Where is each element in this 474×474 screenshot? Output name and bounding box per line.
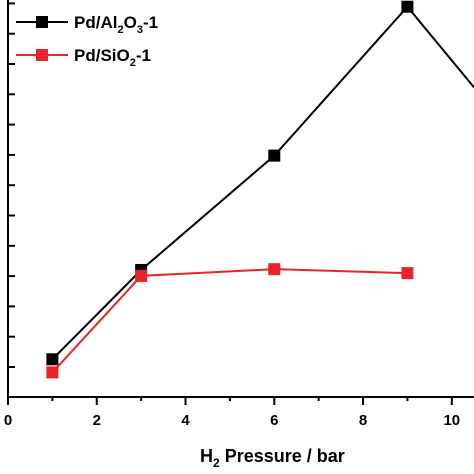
x-axis-label-rest: Pressure / bar bbox=[220, 446, 345, 466]
x-tick-label: 10 bbox=[443, 412, 460, 429]
x-tick-label: 0 bbox=[4, 412, 12, 429]
x-tick-label: 8 bbox=[359, 412, 367, 429]
series-line-1 bbox=[51, 268, 408, 374]
series-1-point bbox=[46, 366, 59, 379]
y-axis-ticks bbox=[8, 2, 15, 368]
series-0-point bbox=[401, 0, 414, 13]
x-axis-label: H2 Pressure / bar bbox=[200, 446, 345, 470]
series-1-point bbox=[268, 263, 281, 276]
legend-marker-red-series bbox=[36, 49, 48, 61]
series-1-point bbox=[401, 267, 414, 280]
series-layer bbox=[46, 0, 474, 379]
x-axis-label-main: H bbox=[200, 446, 213, 466]
x-tick-label: 4 bbox=[181, 412, 190, 429]
x-tick-label: 6 bbox=[270, 412, 278, 429]
series-0-point bbox=[46, 353, 59, 366]
x-axis-ticks: 0 2 4 6 8 10 bbox=[4, 397, 460, 429]
legend-marker-black-series bbox=[36, 16, 48, 28]
series-1-point bbox=[135, 269, 148, 282]
legend: Pd/Al2O3-1 Pd/SiO2-1 bbox=[16, 13, 158, 69]
legend-entry-black-series: Pd/Al2O3-1 bbox=[16, 13, 158, 36]
legend-entry-red-series: Pd/SiO2-1 bbox=[16, 46, 151, 69]
legend-label-red-series: Pd/SiO2-1 bbox=[74, 46, 151, 69]
series-0-point bbox=[268, 149, 281, 162]
legend-label-black-series: Pd/Al2O3-1 bbox=[74, 13, 158, 36]
x-tick-label: 2 bbox=[93, 412, 101, 429]
x-axis-label-sub: 2 bbox=[213, 456, 220, 470]
